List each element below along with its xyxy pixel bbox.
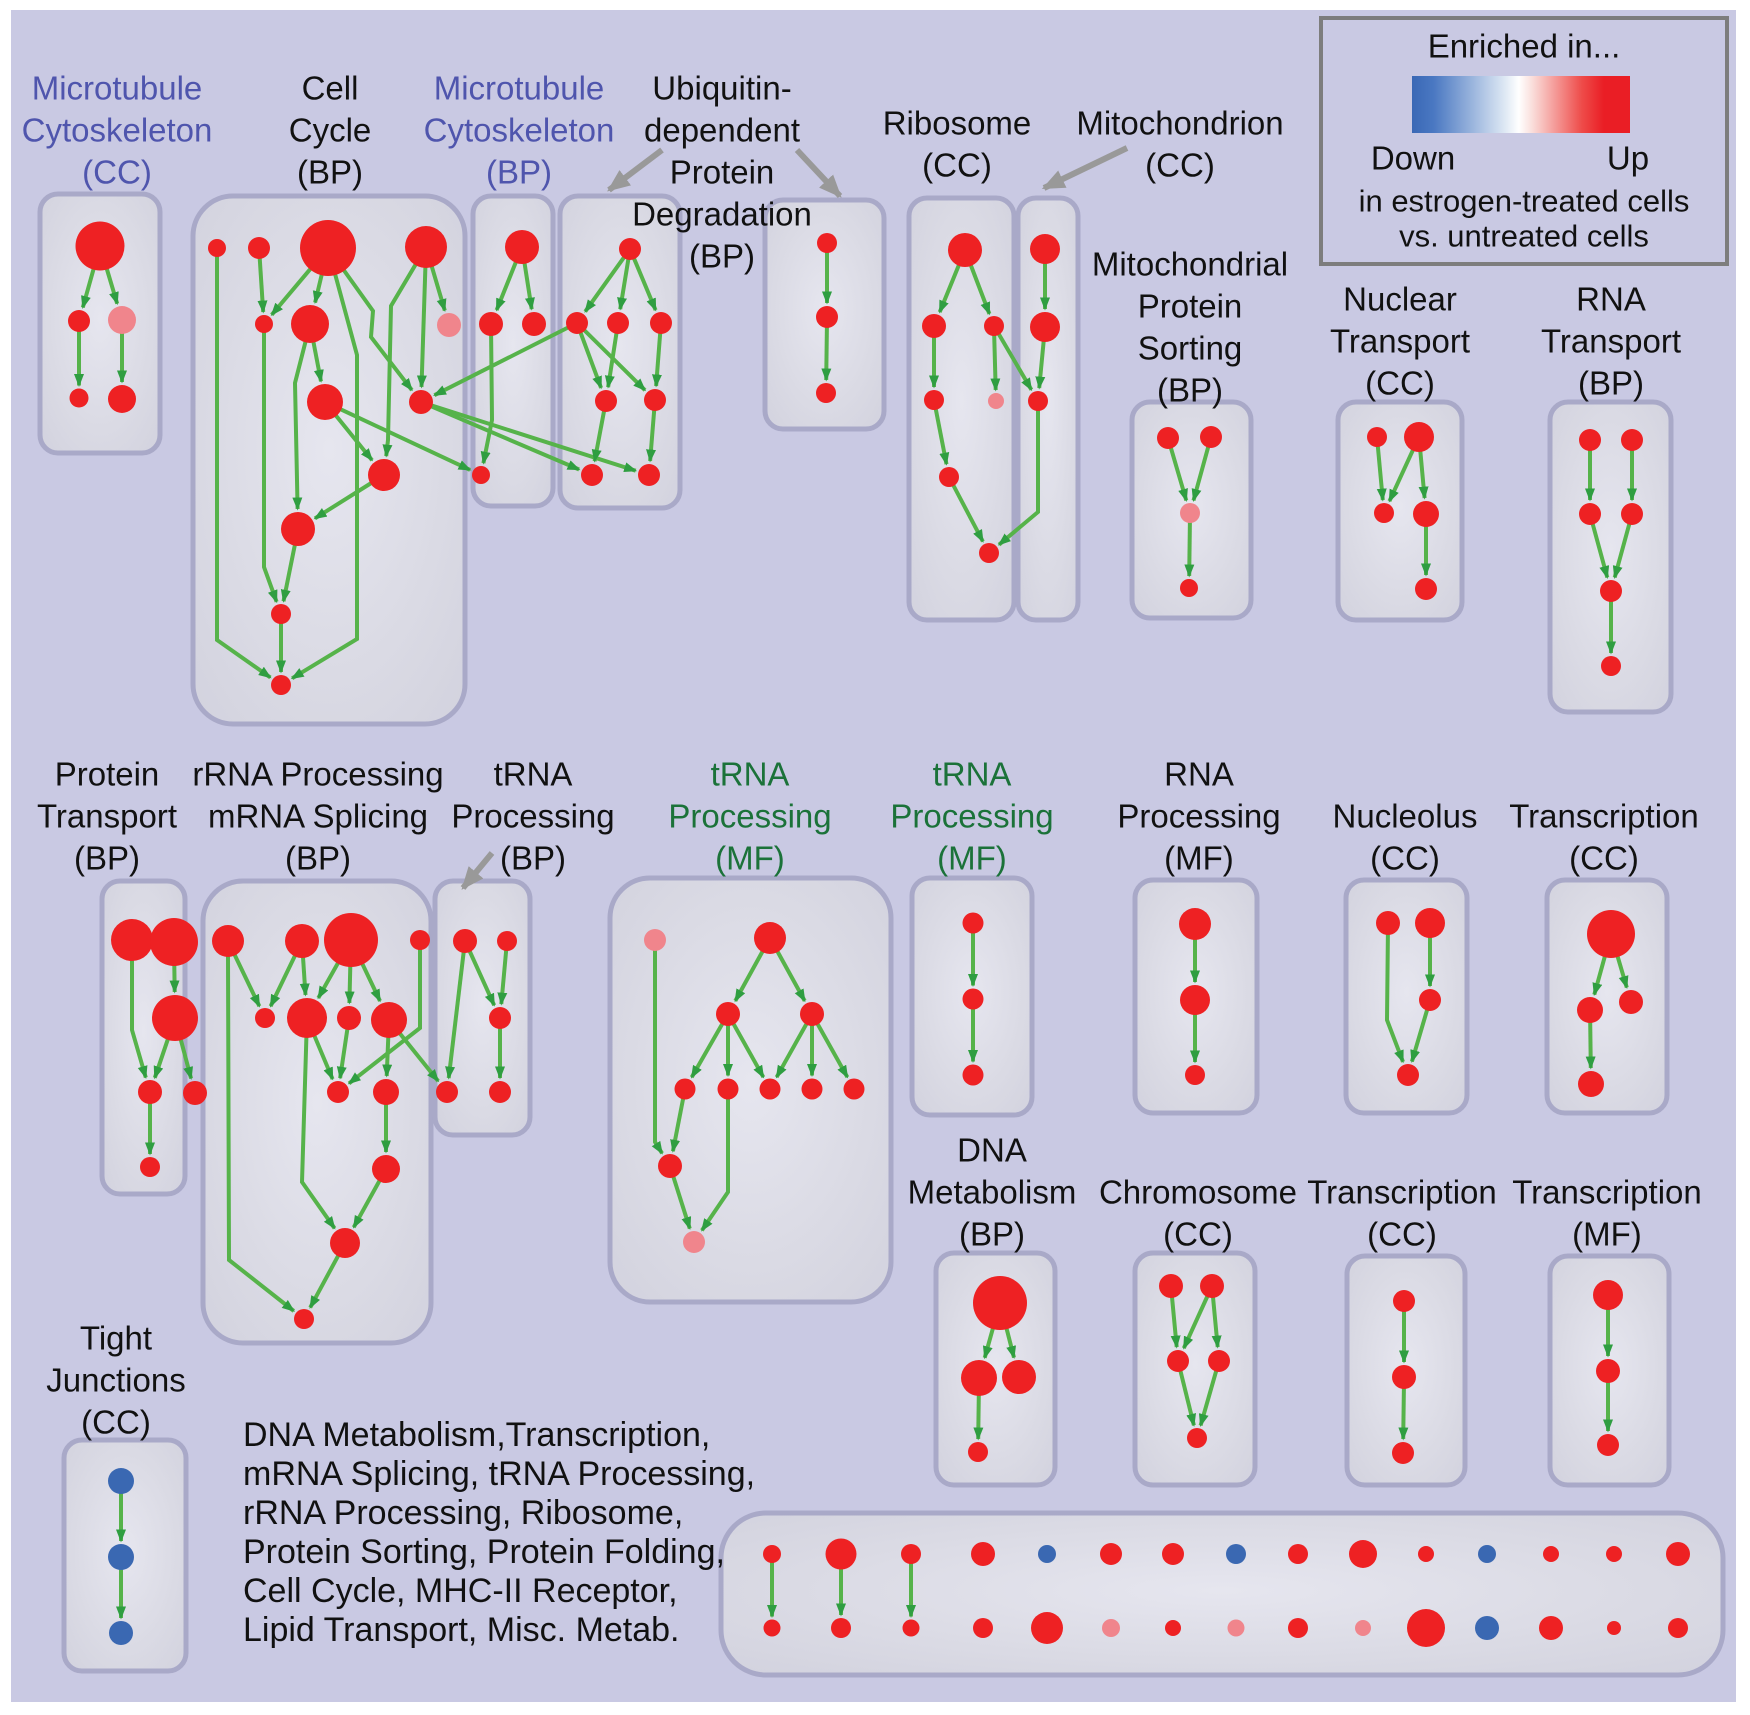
svg-text:Tight: Tight [80, 1320, 152, 1357]
svg-text:DNA: DNA [957, 1132, 1027, 1169]
svg-text:Metabolism: Metabolism [908, 1174, 1077, 1211]
svg-text:(MF): (MF) [1572, 1216, 1642, 1253]
svg-text:(CC): (CC) [1569, 840, 1639, 877]
svg-text:tRNA: tRNA [494, 756, 573, 793]
svg-text:Down: Down [1371, 140, 1455, 177]
svg-text:Mitochondrial: Mitochondrial [1092, 246, 1288, 283]
svg-text:Transport: Transport [1541, 323, 1681, 360]
svg-text:Ubiquitin-: Ubiquitin- [652, 70, 791, 107]
svg-text:Mitochondrion: Mitochondrion [1076, 105, 1283, 142]
svg-text:(MF): (MF) [937, 840, 1007, 877]
svg-text:(BP): (BP) [285, 840, 351, 877]
svg-text:Transcription: Transcription [1512, 1174, 1702, 1211]
svg-text:Chromosome: Chromosome [1099, 1174, 1297, 1211]
svg-text:(BP): (BP) [486, 154, 552, 191]
svg-text:dependent: dependent [644, 112, 800, 149]
svg-text:Sorting: Sorting [1138, 330, 1243, 367]
svg-text:(CC): (CC) [1365, 365, 1435, 402]
svg-text:Microtubule: Microtubule [32, 70, 203, 107]
svg-text:Microtubule: Microtubule [434, 70, 605, 107]
svg-text:Transcription: Transcription [1307, 1174, 1497, 1211]
svg-text:(CC): (CC) [1145, 147, 1215, 184]
svg-text:Junctions: Junctions [46, 1362, 185, 1399]
svg-text:(BP): (BP) [959, 1216, 1025, 1253]
svg-text:RNA: RNA [1576, 281, 1646, 318]
svg-text:Cell Cycle, MHC-II Receptor,: Cell Cycle, MHC-II Receptor, [243, 1572, 678, 1610]
svg-text:Nucleolus: Nucleolus [1333, 798, 1478, 835]
svg-text:(BP): (BP) [500, 840, 566, 877]
svg-text:Processing: Processing [668, 798, 831, 835]
svg-text:Protein: Protein [55, 756, 160, 793]
svg-text:in estrogen-treated cells: in estrogen-treated cells [1359, 184, 1690, 219]
svg-text:Protein: Protein [1138, 288, 1243, 325]
svg-text:(CC): (CC) [1370, 840, 1440, 877]
svg-text:Cycle: Cycle [289, 112, 372, 149]
svg-text:Degradation: Degradation [632, 196, 812, 233]
svg-text:(BP): (BP) [1157, 372, 1223, 409]
svg-text:Nuclear: Nuclear [1343, 281, 1457, 318]
svg-text:Processing: Processing [890, 798, 1053, 835]
svg-text:DNA Metabolism,Transcription,: DNA Metabolism,Transcription, [243, 1416, 710, 1454]
svg-text:(CC): (CC) [1367, 1216, 1437, 1253]
svg-text:Transport: Transport [37, 798, 177, 835]
svg-text:(MF): (MF) [1164, 840, 1234, 877]
svg-text:Processing: Processing [1117, 798, 1280, 835]
svg-text:Transport: Transport [1330, 323, 1470, 360]
svg-text:Protein Sorting, Protein Foldi: Protein Sorting, Protein Folding, [243, 1533, 725, 1571]
svg-text:(MF): (MF) [715, 840, 785, 877]
svg-text:rRNA Processing, Ribosome,: rRNA Processing, Ribosome, [243, 1494, 683, 1532]
svg-text:Processing: Processing [451, 798, 614, 835]
svg-text:Protein: Protein [670, 154, 775, 191]
svg-text:mRNA Splicing: mRNA Splicing [208, 798, 428, 835]
svg-text:(BP): (BP) [297, 154, 363, 191]
svg-text:vs. untreated cells: vs. untreated cells [1399, 219, 1649, 254]
svg-text:Up: Up [1607, 140, 1649, 177]
svg-text:Cytoskeleton: Cytoskeleton [22, 112, 213, 149]
svg-text:(CC): (CC) [81, 1404, 151, 1441]
svg-text:(BP): (BP) [1578, 365, 1644, 402]
svg-text:Cell: Cell [302, 70, 359, 107]
svg-text:Lipid Transport, Misc. Metab.: Lipid Transport, Misc. Metab. [243, 1611, 680, 1649]
svg-text:RNA: RNA [1164, 756, 1234, 793]
svg-text:(CC): (CC) [922, 147, 992, 184]
svg-text:Transcription: Transcription [1509, 798, 1699, 835]
svg-text:tRNA: tRNA [933, 756, 1012, 793]
svg-text:(BP): (BP) [689, 238, 755, 275]
svg-text:Cytoskeleton: Cytoskeleton [424, 112, 615, 149]
svg-text:(CC): (CC) [1163, 1216, 1233, 1253]
svg-text:mRNA Splicing, tRNA Processing: mRNA Splicing, tRNA Processing, [243, 1455, 755, 1493]
svg-text:rRNA Processing: rRNA Processing [192, 756, 443, 793]
svg-text:Ribosome: Ribosome [883, 105, 1032, 142]
svg-text:Enriched in...: Enriched in... [1428, 28, 1621, 65]
svg-text:tRNA: tRNA [711, 756, 790, 793]
svg-text:(BP): (BP) [74, 840, 140, 877]
svg-text:(CC): (CC) [82, 154, 152, 191]
